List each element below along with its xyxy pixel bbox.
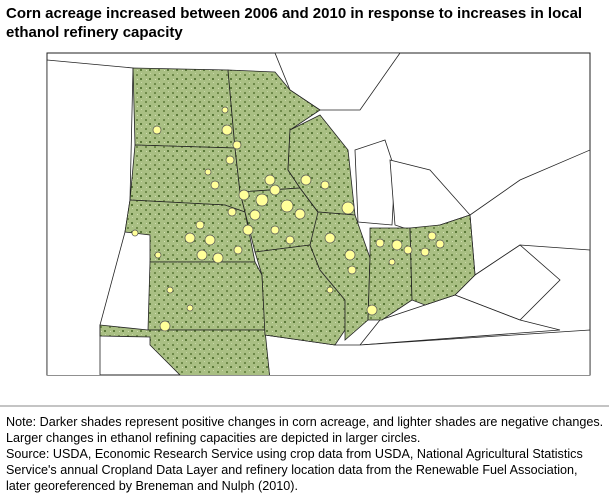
refinery [427,231,437,241]
title: Corn acreage increased between 2006 and … [6,5,583,41]
refinery [249,209,261,221]
refinery [233,245,243,255]
refinery [196,249,208,261]
refinery [255,193,269,207]
refinery [388,258,396,266]
refinery [242,224,254,236]
refineries [131,106,445,332]
kansas [147,261,266,331]
refinery [204,168,212,176]
refinery [131,229,139,237]
refinery [324,232,336,244]
michigan [354,139,396,226]
refinery [403,245,413,255]
north-dakota [132,67,236,149]
note: Note: Darker shades represent positive c… [6,415,604,445]
refinery [347,265,357,275]
refinery [154,251,162,259]
refinery [221,124,233,136]
refinery [210,180,220,190]
refinery [344,249,356,261]
illinois [309,211,371,341]
oklahoma [99,324,270,375]
refinery [320,180,330,190]
refinery [341,201,355,215]
states [47,53,590,375]
refinery [420,247,430,257]
refinery [300,174,312,186]
refinery [152,125,162,135]
refinery [227,207,237,217]
refinery [264,174,276,186]
refinery [204,234,216,246]
lake-superior-region [274,53,401,111]
source: Source: USDA, Economic Research Service … [6,447,583,493]
map [0,52,609,407]
refinery [232,140,242,150]
refinery [285,235,295,245]
refinery [280,199,294,213]
refinery [294,208,306,220]
refinery [159,320,171,332]
refinery [270,225,280,235]
refinery [435,239,445,249]
refinery [391,239,403,251]
refinery [375,238,385,248]
refinery [195,220,205,230]
refinery [184,232,196,244]
refinery [225,155,235,165]
west-states [47,59,134,375]
ohio [409,214,476,306]
refinery [269,184,281,196]
refinery [366,304,378,316]
notes: Note: Darker shades represent positive c… [6,414,604,494]
refinery [186,304,194,312]
refinery [326,286,334,294]
refinery [238,189,250,201]
refinery [221,106,229,114]
refinery [166,286,174,294]
refinery [212,252,224,264]
